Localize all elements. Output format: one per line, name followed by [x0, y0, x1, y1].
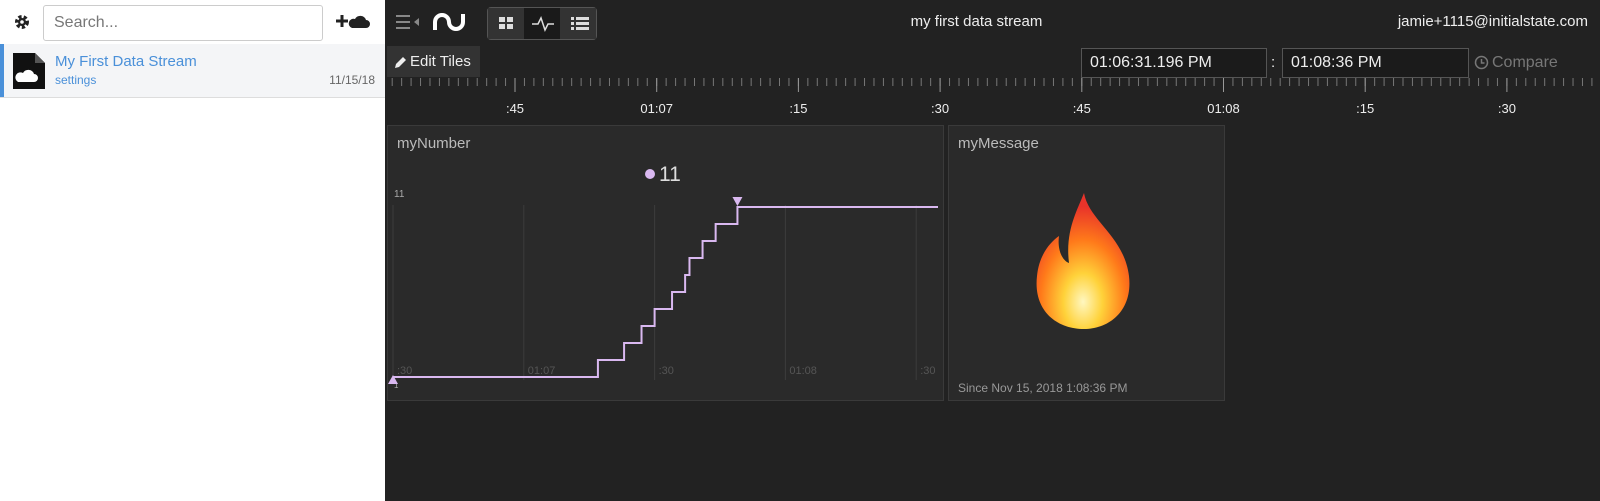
x-tick-label: :30 — [659, 365, 674, 377]
y-tick-label: 1 — [394, 381, 399, 390]
end-time-input[interactable]: 01:08:36 PM — [1282, 48, 1469, 78]
x-tick-label: 01:07 — [528, 365, 556, 377]
timeline-label: :30 — [931, 101, 949, 116]
stream-date: 11/15/18 — [329, 73, 375, 87]
max-marker — [732, 197, 743, 206]
pencil-icon — [395, 57, 406, 68]
timeline-label: :15 — [1356, 101, 1374, 116]
legend-dot — [645, 169, 655, 179]
fire-icon — [1036, 193, 1130, 329]
timeline[interactable]: :45 01:07 :15 :30 :45 01:08 :15 :30 — [385, 78, 1600, 122]
step-line — [393, 206, 938, 378]
compare-button[interactable]: Compare — [1492, 54, 1558, 71]
clock-icon — [1474, 55, 1489, 70]
timeline-label: :45 — [506, 101, 524, 116]
search-input[interactable]: Search... — [43, 5, 323, 41]
logo[interactable] — [432, 10, 470, 34]
edit-tiles-label: Edit Tiles — [410, 53, 471, 70]
current-value: 11 — [659, 163, 681, 186]
add-stream-icon[interactable] — [335, 12, 371, 32]
tile-mynumber: myNumber — [387, 125, 944, 401]
tile-title: myMessage — [958, 135, 1039, 152]
x-tick-label: :30 — [397, 365, 412, 377]
timeline-label: :30 — [1498, 101, 1516, 116]
start-time-input[interactable]: 01:06:31.196 PM — [1081, 48, 1267, 78]
settings-icon[interactable] — [13, 13, 31, 31]
y-tick-label: 11 — [394, 189, 405, 200]
tile-title: myNumber — [397, 135, 471, 152]
selected-indicator — [0, 44, 4, 97]
edit-tiles-button[interactable]: Edit Tiles — [387, 46, 480, 77]
since-label: Since Nov 15, 2018 1:08:36 PM — [958, 381, 1128, 395]
tile-mymessage: myMessage Since Nov 15, 2018 1:08:36 PM — [948, 125, 1225, 401]
stream-name[interactable]: My First Data Stream — [55, 53, 197, 70]
x-tick-label: 01:08 — [789, 365, 817, 377]
user-email[interactable]: jamie+1115@initialstate.com — [1397, 13, 1588, 30]
timeline-label: :15 — [789, 101, 807, 116]
stream-settings-link[interactable]: settings — [55, 73, 97, 87]
view-toggle-icons[interactable] — [488, 8, 596, 39]
stream-title: my first data stream — [910, 13, 1043, 30]
sidebar: Search... My First Data Stream settings … — [0, 0, 385, 501]
view-toggle — [487, 7, 597, 40]
menu-toggle[interactable] — [395, 14, 421, 30]
timeline-label: 01:07 — [640, 101, 673, 116]
timeline-label: :45 — [1073, 101, 1091, 116]
timeline-label: 01:08 — [1207, 101, 1240, 116]
x-tick-label: :30 — [920, 365, 935, 377]
min-marker — [388, 375, 398, 384]
time-separator: : — [1271, 54, 1276, 71]
stream-icon — [13, 53, 45, 89]
stream-item[interactable]: My First Data Stream settings 11/15/18 — [0, 44, 385, 98]
